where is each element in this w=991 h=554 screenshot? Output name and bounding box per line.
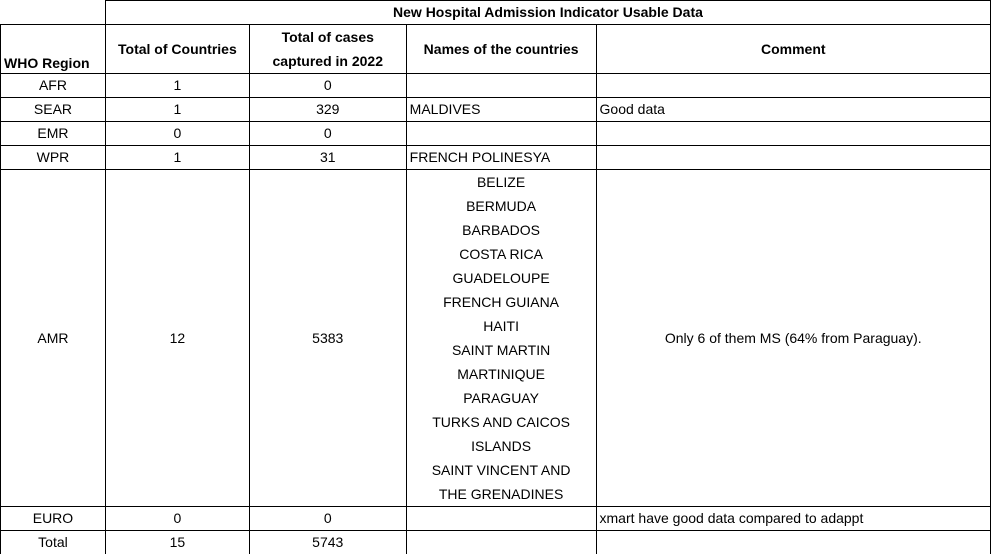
- cell-names[interactable]: [406, 122, 596, 146]
- header-region[interactable]: WHO Region: [1, 25, 106, 74]
- country-name: COSTA RICA: [410, 242, 593, 266]
- country-name: BARBADOS: [410, 218, 593, 242]
- cell-count[interactable]: 15: [105, 531, 249, 554]
- cell-count[interactable]: 1: [105, 146, 249, 170]
- header-total-cases-line2: captured in 2022: [253, 49, 403, 73]
- cell-comment[interactable]: [596, 74, 990, 98]
- country-name: BERMUDA: [410, 194, 593, 218]
- table-row: AFR 1 0: [1, 74, 991, 98]
- country-name: HAITI: [410, 314, 593, 338]
- table-row: EURO 0 0 xmart have good data compared t…: [1, 507, 991, 531]
- cell-comment[interactable]: xmart have good data compared to adappt: [596, 507, 990, 531]
- cell-comment[interactable]: [596, 146, 990, 170]
- cell-cases[interactable]: 0: [249, 74, 406, 98]
- header-comment[interactable]: Comment: [596, 25, 990, 74]
- corner-cell[interactable]: [1, 1, 106, 25]
- cell-names[interactable]: [406, 531, 596, 554]
- cell-count[interactable]: 0: [105, 507, 249, 531]
- cell-comment[interactable]: Only 6 of them MS (64% from Paraguay).: [596, 170, 990, 507]
- cell-count[interactable]: 1: [105, 98, 249, 122]
- country-name: SAINT MARTIN: [410, 338, 593, 362]
- table-row: SEAR 1 329 MALDIVES Good data: [1, 98, 991, 122]
- cell-names-list[interactable]: BELIZE BERMUDA BARBADOS COSTA RICA GUADE…: [406, 170, 596, 507]
- sheet-title[interactable]: New Hospital Admission Indicator Usable …: [105, 1, 990, 25]
- cell-names[interactable]: FRENCH POLINESYA: [406, 146, 596, 170]
- country-name: SAINT VINCENT AND: [410, 458, 593, 482]
- cell-cases[interactable]: 0: [249, 122, 406, 146]
- table-row: EMR 0 0: [1, 122, 991, 146]
- country-name: BELIZE: [410, 170, 593, 194]
- cell-region[interactable]: EMR: [1, 122, 106, 146]
- header-names[interactable]: Names of the countries: [406, 25, 596, 74]
- header-total-cases[interactable]: Total of cases captured in 2022: [249, 25, 406, 74]
- cell-region[interactable]: SEAR: [1, 98, 106, 122]
- cell-cases[interactable]: 5383: [249, 170, 406, 507]
- cell-count[interactable]: 12: [105, 170, 249, 507]
- cell-cases[interactable]: 329: [249, 98, 406, 122]
- cell-cases[interactable]: 5743: [249, 531, 406, 554]
- country-name: MARTINIQUE: [410, 362, 593, 386]
- country-name: ISLANDS: [410, 434, 593, 458]
- cell-region[interactable]: Total: [1, 531, 106, 554]
- header-total-countries[interactable]: Total of Countries: [105, 25, 249, 74]
- table-row-total: Total 15 5743: [1, 531, 991, 554]
- cell-comment[interactable]: [596, 531, 990, 554]
- cell-comment[interactable]: Good data: [596, 98, 990, 122]
- country-name: THE GRENADINES: [410, 482, 593, 506]
- cell-region[interactable]: AMR: [1, 170, 106, 507]
- cell-cases[interactable]: 0: [249, 507, 406, 531]
- country-name: GUADELOUPE: [410, 266, 593, 290]
- cell-region[interactable]: AFR: [1, 74, 106, 98]
- country-name: PARAGUAY: [410, 386, 593, 410]
- country-name: TURKS AND CAICOS: [410, 410, 593, 434]
- country-name: FRENCH GUIANA: [410, 290, 593, 314]
- cell-count[interactable]: 0: [105, 122, 249, 146]
- cell-cases[interactable]: 31: [249, 146, 406, 170]
- cell-region[interactable]: WPR: [1, 146, 106, 170]
- cell-comment[interactable]: [596, 122, 990, 146]
- header-total-cases-line1: Total of cases: [253, 25, 403, 49]
- cell-names[interactable]: [406, 74, 596, 98]
- cell-names[interactable]: [406, 507, 596, 531]
- table-row: WPR 1 31 FRENCH POLINESYA: [1, 146, 991, 170]
- table-row-amr: AMR 12 5383 BELIZE BERMUDA BARBADOS COST…: [1, 170, 991, 507]
- cell-region[interactable]: EURO: [1, 507, 106, 531]
- cell-count[interactable]: 1: [105, 74, 249, 98]
- cell-names[interactable]: MALDIVES: [406, 98, 596, 122]
